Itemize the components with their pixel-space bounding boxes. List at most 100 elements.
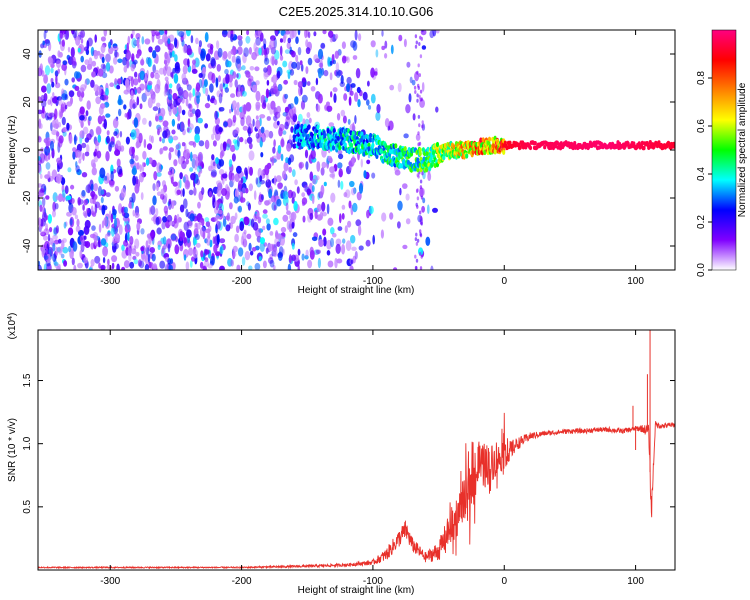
spectrogram-speckle <box>268 188 273 199</box>
spectrogram-signal <box>360 131 364 137</box>
spectrogram-speckle <box>416 238 420 243</box>
spectrogram-y-tick-label: 0 <box>22 147 33 153</box>
spectrogram-speckle <box>291 242 295 250</box>
spectrogram-speckle <box>171 71 174 79</box>
spectrogram-speckle <box>297 248 301 256</box>
spectrogram-speckle <box>260 126 265 134</box>
spectrogram-speckle <box>211 72 216 84</box>
spectrogram-speckle <box>323 236 327 247</box>
spectrogram-speckle <box>233 196 239 204</box>
spectrogram-speckle <box>185 97 189 107</box>
spectrogram-speckle <box>175 144 180 150</box>
spectrogram-speckle <box>284 121 289 130</box>
spectrogram-signal <box>422 156 426 162</box>
spectrogram-signal <box>528 145 533 151</box>
spectrogram-speckle <box>144 89 151 97</box>
spectrogram-speckle <box>248 183 253 192</box>
spectrogram-speckle <box>417 131 420 136</box>
spectrogram-speckle <box>195 82 201 92</box>
spectrogram-speckle <box>216 234 220 245</box>
spectrogram-speckle <box>54 82 61 89</box>
spectrogram-speckle <box>345 189 351 199</box>
spectrogram-speckle <box>101 204 106 216</box>
spectrogram-speckle <box>279 38 284 43</box>
spectrogram-speckle <box>102 64 106 74</box>
spectrogram-speckle <box>255 101 261 109</box>
spectrogram-speckle <box>304 30 308 39</box>
spectrogram-speckle <box>127 35 131 45</box>
spectrogram-speckle <box>300 64 304 72</box>
spectrogram-speckle <box>114 217 117 228</box>
spectrogram-speckle <box>123 260 130 269</box>
spectrogram-speckle <box>133 245 136 251</box>
spectrogram-speckle <box>247 166 250 174</box>
spectrogram-speckle <box>118 94 122 105</box>
spectrogram-speckle <box>288 166 292 173</box>
spectrogram-speckle <box>169 103 174 110</box>
spectrogram-speckle <box>66 211 72 217</box>
spectrogram-speckle <box>349 180 355 188</box>
spectrogram-speckle <box>163 89 167 97</box>
spectrogram-signal <box>316 124 320 130</box>
spectrogram-speckle <box>94 235 98 246</box>
spectrogram-speckle <box>416 98 419 103</box>
spectrogram-speckle <box>342 115 347 124</box>
spectrogram-speckle <box>226 138 232 148</box>
spectrogram-speckle <box>50 140 54 151</box>
spectrogram-speckle <box>131 53 135 62</box>
spectrogram-speckle <box>334 33 339 40</box>
spectrogram-signal <box>331 140 336 146</box>
spectrogram-speckle <box>79 249 83 259</box>
spectrogram-speckle <box>186 48 193 56</box>
spectrogram-speckle <box>319 59 324 71</box>
spectrogram-speckle <box>190 151 193 162</box>
spectrogram-speckle <box>52 242 56 252</box>
spectrogram-signal <box>357 144 361 150</box>
spectrogram-speckle <box>322 228 327 236</box>
spectrogram-speckle <box>144 38 151 45</box>
spectrogram-speckle <box>384 118 390 128</box>
spectrogram-speckle <box>216 180 222 186</box>
spectrogram-speckle <box>286 210 291 215</box>
spectrogram-speckle <box>155 113 160 122</box>
spectrogram-speckle <box>39 153 45 164</box>
spectrogram-speckle <box>93 183 98 192</box>
spectrogram-speckle <box>135 33 141 40</box>
spectrogram-speckle <box>138 132 143 144</box>
spectrogram-speckle <box>291 221 295 229</box>
spectrogram-speckle <box>335 238 342 246</box>
colorbar-label: Normalized spectral amplitude <box>737 82 748 217</box>
spectrogram-speckle <box>150 88 154 95</box>
spectrogram-speckle <box>176 213 180 224</box>
spectrogram-speckle <box>234 212 238 220</box>
spectrogram-speckle <box>68 245 71 253</box>
spectrogram-speckle <box>177 105 182 114</box>
spectrogram-speckle <box>148 46 153 53</box>
spectrogram-speckle <box>288 223 293 233</box>
spectrogram-speckle <box>171 129 176 135</box>
spectrogram-speckle <box>159 136 162 142</box>
spectrogram-speckle <box>114 78 118 86</box>
spectrogram-speckle <box>222 215 227 227</box>
spectrogram-speckle <box>61 39 65 47</box>
spectrogram-speckle <box>381 45 386 51</box>
spectrogram-speckle <box>207 94 211 102</box>
spectrogram-signal <box>424 167 429 173</box>
spectrogram-speckle <box>354 30 358 41</box>
spectrogram-speckle <box>235 225 240 234</box>
spectrogram-speckle <box>347 220 352 228</box>
spectrogram-speckle <box>269 39 276 50</box>
spectrogram-speckle <box>167 258 172 265</box>
spectrogram-speckle <box>100 264 106 270</box>
spectrogram-speckle <box>296 61 301 71</box>
spectrogram-speckle <box>46 83 52 94</box>
spectrogram-speckle <box>80 239 85 251</box>
spectrogram-speckle <box>238 38 243 47</box>
spectrogram-speckle <box>41 106 45 114</box>
spectrogram-speckle <box>243 229 247 235</box>
spectrogram-speckle <box>215 124 221 135</box>
spectrogram-speckle <box>156 172 162 177</box>
spectrogram-speckle <box>225 215 230 221</box>
spectrogram-speckle <box>284 93 289 99</box>
